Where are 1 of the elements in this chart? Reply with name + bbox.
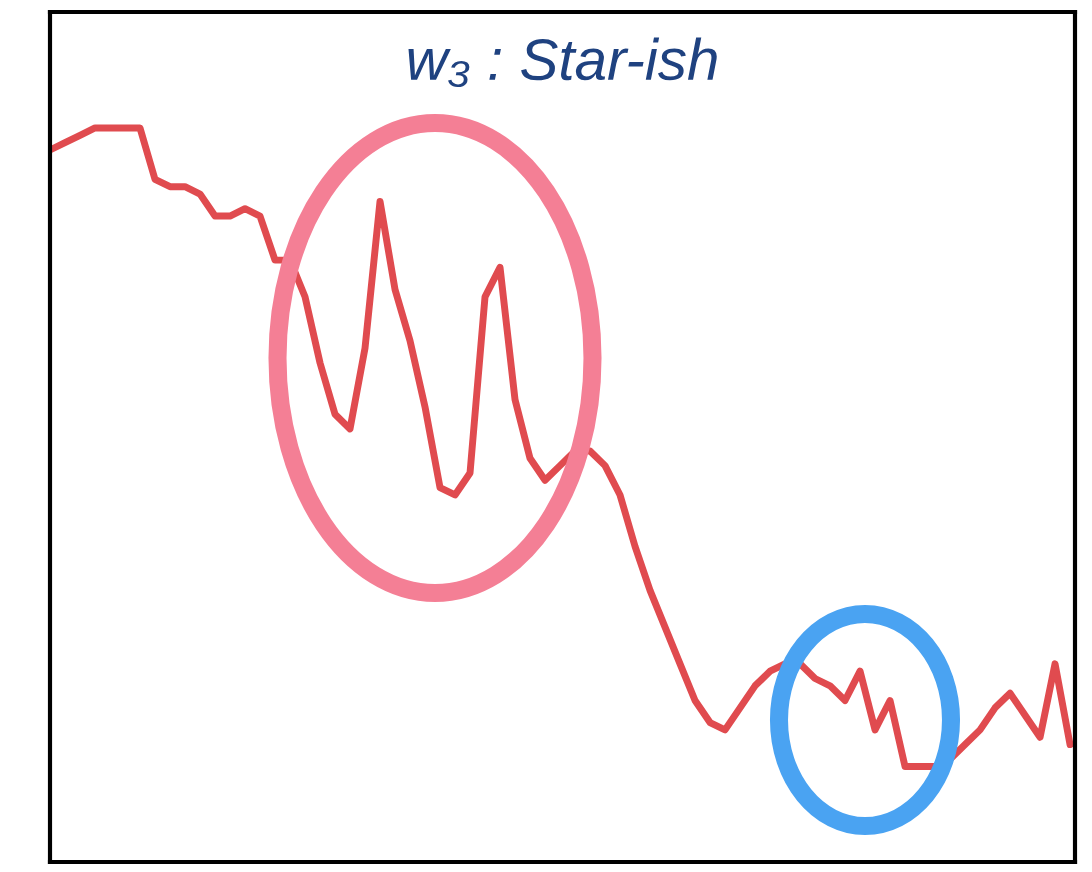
chart-title: w₃ : Star-ish <box>408 37 717 88</box>
